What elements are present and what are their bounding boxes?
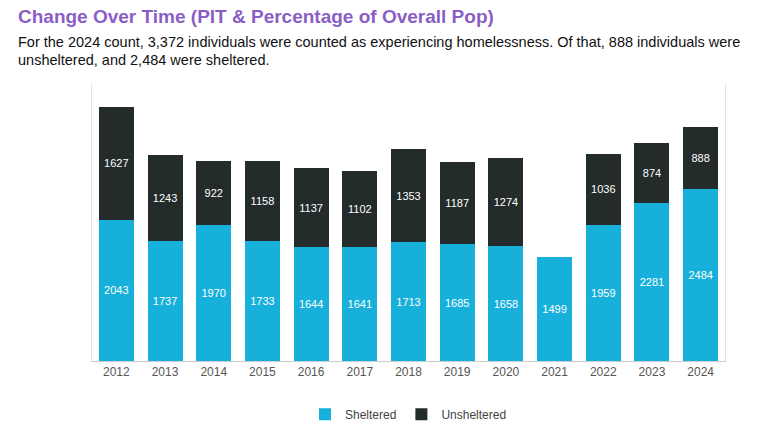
svg-text:2021: 2021 <box>541 365 568 379</box>
svg-text:2281: 2281 <box>640 276 664 288</box>
svg-text:874: 874 <box>643 167 661 179</box>
svg-text:1627: 1627 <box>104 157 128 169</box>
svg-text:2017: 2017 <box>346 365 373 379</box>
svg-text:2019: 2019 <box>444 365 471 379</box>
svg-text:1644: 1644 <box>299 298 323 310</box>
svg-text:2014: 2014 <box>200 365 227 379</box>
svg-text:1187: 1187 <box>445 197 469 209</box>
svg-text:1137: 1137 <box>299 202 323 214</box>
svg-text:1102: 1102 <box>348 203 372 215</box>
svg-text:1737: 1737 <box>153 295 177 307</box>
svg-text:2020: 2020 <box>493 365 520 379</box>
svg-text:2016: 2016 <box>298 365 325 379</box>
svg-text:2023: 2023 <box>639 365 666 379</box>
svg-text:1685: 1685 <box>445 297 469 309</box>
svg-text:1274: 1274 <box>494 196 518 208</box>
svg-text:2015: 2015 <box>249 365 276 379</box>
svg-text:1158: 1158 <box>251 195 275 207</box>
svg-text:922: 922 <box>205 187 223 199</box>
svg-text:2043: 2043 <box>104 284 128 296</box>
svg-text:1970: 1970 <box>201 287 225 299</box>
svg-text:1243: 1243 <box>153 192 177 204</box>
svg-text:1658: 1658 <box>494 298 518 310</box>
svg-text:1036: 1036 <box>591 183 615 195</box>
svg-text:2018: 2018 <box>395 365 422 379</box>
svg-text:2013: 2013 <box>152 365 179 379</box>
svg-text:1713: 1713 <box>396 296 420 308</box>
svg-text:2024: 2024 <box>687 365 714 379</box>
svg-text:1353: 1353 <box>396 190 420 202</box>
svg-text:2012: 2012 <box>103 365 130 379</box>
svg-text:1959: 1959 <box>591 287 615 299</box>
svg-text:1733: 1733 <box>250 295 274 307</box>
svg-text:2022: 2022 <box>590 365 617 379</box>
svg-text:Unsheltered: Unsheltered <box>441 408 506 422</box>
svg-text:888: 888 <box>691 152 709 164</box>
svg-text:2484: 2484 <box>688 269 712 281</box>
svg-text:1641: 1641 <box>348 298 372 310</box>
html-text:For the 2024 count, 3,372 indi: For the 2024 count, 3,372 individuals we… <box>18 34 741 68</box>
svg-text:1499: 1499 <box>542 303 566 315</box>
html-text:Change Over Time (PIT & Percen: Change Over Time (PIT & Percentage of Ov… <box>18 6 494 27</box>
svg-text:Sheltered: Sheltered <box>345 408 396 422</box>
